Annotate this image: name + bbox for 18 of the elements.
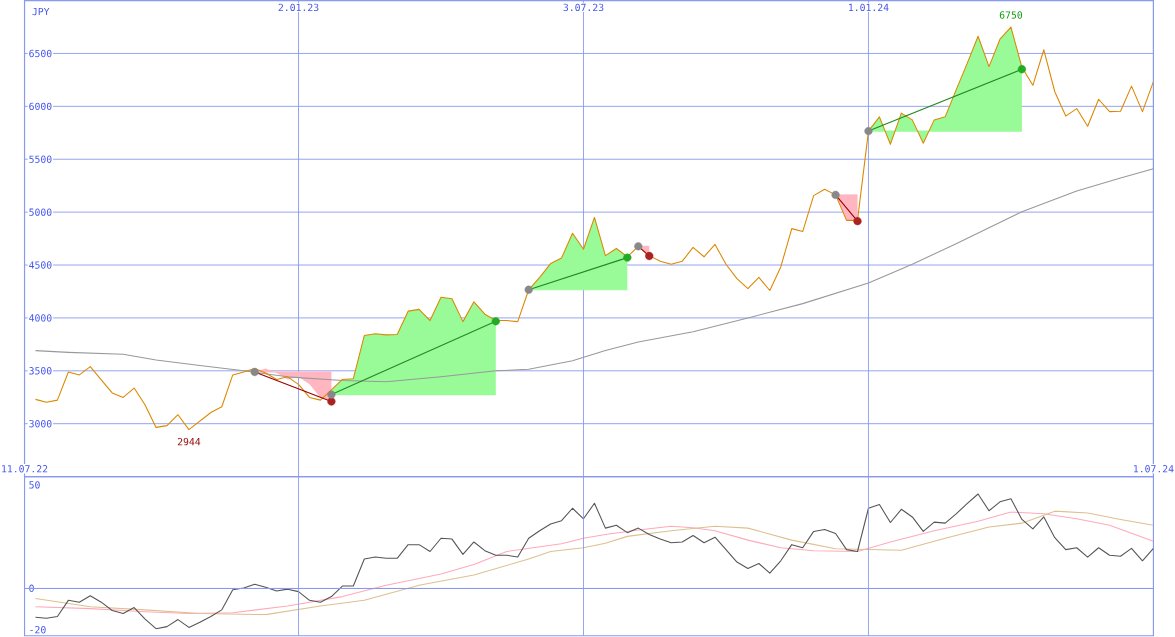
x2-tick-label: 3.07.23 (563, 3, 604, 12)
x-tick-label: 11.07.22 (2, 465, 48, 473)
annotation: 2944 (177, 438, 201, 446)
y-tick-label: 3500 (29, 367, 52, 375)
x2-tick-label: 1.01.24 (849, 3, 889, 12)
y-tick-label: 3000 (29, 420, 52, 428)
x-tick-label: 1.07.24 (1134, 465, 1174, 473)
y-tick-label: 6000 (29, 102, 52, 111)
y-tick-label: 4000 (29, 314, 52, 322)
x2-tick-label: 2.01.23 (278, 3, 319, 12)
annotation: 6750 (999, 11, 1023, 19)
y-tick-label: 5000 (29, 208, 52, 217)
y-axis-title: JPY (32, 8, 50, 16)
y-tick-label: 50 (29, 481, 40, 489)
y-tick-label: -20 (30, 626, 46, 634)
y-tick-label: 6500 (29, 50, 52, 58)
y-tick-label: 4500 (29, 261, 52, 269)
y-tick-label: 5500 (29, 155, 52, 164)
